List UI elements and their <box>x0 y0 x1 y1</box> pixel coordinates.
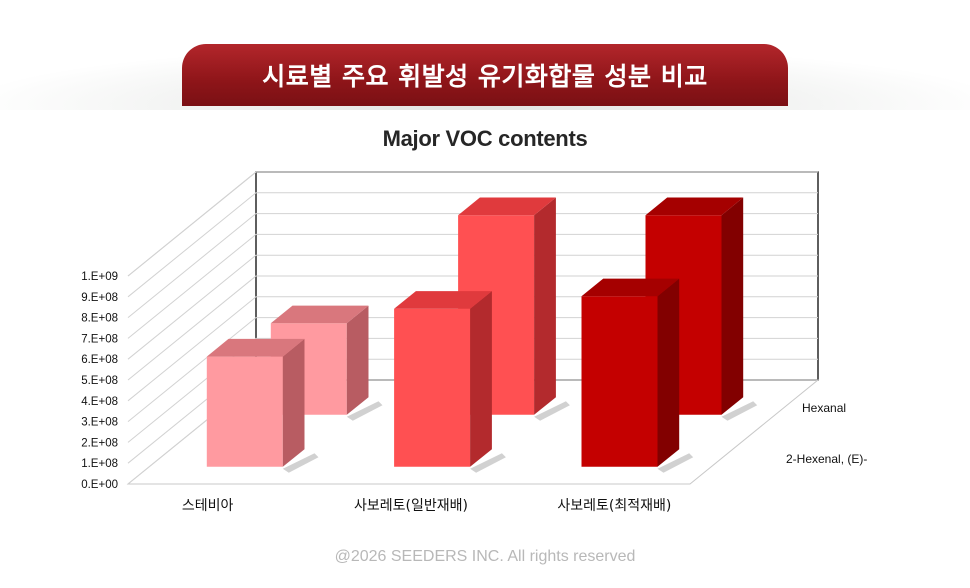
bar-shadow <box>346 401 383 421</box>
series-axis-labels: Hexanal 2-Hexenal, (E)- <box>786 401 867 466</box>
gridline <box>127 254 818 360</box>
bar-shadow <box>470 453 506 473</box>
y-tick-label: 1.E+08 <box>81 458 118 470</box>
x-category-label: 스테비아 <box>182 498 234 514</box>
bar-side-face <box>721 197 744 415</box>
page-title-banner: 시료별 주요 휘발성 유기화합물 성분 비교 <box>182 44 788 106</box>
bar-side-face <box>282 338 305 467</box>
y-tick-label: 2.E+08 <box>81 437 118 449</box>
gridline <box>127 275 818 381</box>
gridline <box>127 233 818 339</box>
chart-walls <box>126 171 820 485</box>
bar <box>394 291 506 473</box>
y-tick-label: 3.E+08 <box>81 417 118 429</box>
bar <box>581 278 694 473</box>
bar-side-face <box>657 278 680 467</box>
bar-top-face <box>206 338 305 357</box>
y-tick-label: 7.E+08 <box>81 333 118 345</box>
gridline <box>127 171 818 277</box>
x-category-label: 사보레토(일반재배) <box>354 498 468 514</box>
bar-top-face <box>394 291 492 309</box>
bar-top-face <box>458 197 556 216</box>
bar-side-face <box>346 305 369 415</box>
y-tick-label: 4.E+08 <box>81 396 118 408</box>
bar-top-face <box>270 305 369 324</box>
gridline <box>127 213 818 318</box>
bar-front-face <box>206 356 283 467</box>
bar-shadow <box>282 453 319 473</box>
bar-front-face <box>581 296 658 467</box>
bar-top-face <box>581 278 680 297</box>
chart-bars <box>206 197 758 473</box>
bar-shadow <box>721 401 758 421</box>
y-tick-label: 6.E+08 <box>81 354 118 366</box>
y-axis-ticks: 0.E+00 1.E+08 2.E+08 3.E+08 4.E+08 5.E+08 6.E+… <box>81 271 118 491</box>
series-label: Hexanal <box>802 401 846 415</box>
page-title: 시료별 주요 휘발성 유기화합물 성분 비교 <box>262 62 708 91</box>
x-category-label: 사보레토(최적재배) <box>557 498 671 514</box>
y-tick-label: 0.E+00 <box>81 479 118 491</box>
y-tick-label: 9.E+08 <box>81 292 118 304</box>
bar-shadow <box>657 453 694 473</box>
y-tick-label: 8.E+08 <box>81 313 118 325</box>
gridline <box>127 192 818 298</box>
bar-side-face <box>470 291 492 467</box>
bar-side-face <box>534 197 556 415</box>
bar <box>206 338 319 473</box>
x-axis-labels: 스테비아 사보레토(일반재배) 사보레토(최적재배) <box>182 498 671 514</box>
y-tick-label: 1.E+09 <box>81 271 118 283</box>
bar-shadow <box>534 401 570 421</box>
chart-title: Major VOC contents <box>382 126 588 151</box>
copyright-footer: @2026 SEEDERS INC. All rights reserved <box>334 548 636 565</box>
series-label: 2-Hexenal, (E)- <box>786 452 867 466</box>
bar-top-face <box>645 197 744 216</box>
y-tick-label: 5.E+08 <box>81 375 118 387</box>
bar-front-face <box>394 308 471 467</box>
